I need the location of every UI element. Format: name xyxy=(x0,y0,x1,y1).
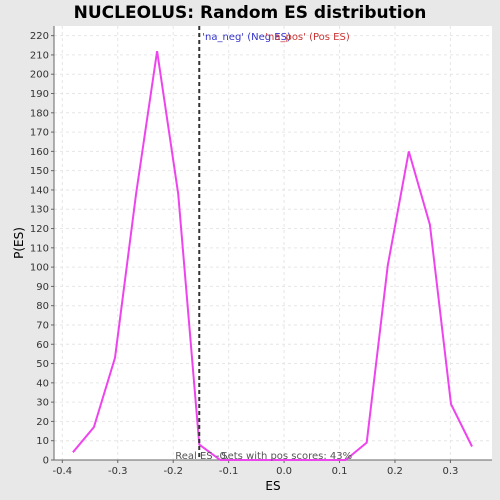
y-tick-label: 60 xyxy=(36,340,49,351)
y-tick-label: 140 xyxy=(30,185,49,196)
chart-title: NUCLEOLUS: Random ES distribution xyxy=(74,3,427,23)
y-tick-label: 180 xyxy=(30,108,49,119)
y-tick-label: 150 xyxy=(30,166,49,177)
y-axis-label: P(ES) xyxy=(12,227,26,259)
y-tick-label: 110 xyxy=(30,243,49,254)
y-tick-label: 10 xyxy=(36,436,49,447)
y-tick-label: 40 xyxy=(36,378,49,389)
x-tick-label: 0.0 xyxy=(276,466,292,477)
y-tick-label: 160 xyxy=(30,147,49,158)
x-tick-label: 0.2 xyxy=(387,466,403,477)
x-tick-label: -0.2 xyxy=(163,466,183,477)
plot-area xyxy=(54,26,492,460)
y-tick-label: 50 xyxy=(36,359,49,370)
x-tick-label: 0.1 xyxy=(332,466,348,477)
y-tick-label: 30 xyxy=(36,398,49,409)
es-distribution-line xyxy=(72,50,473,461)
y-tick-label: 130 xyxy=(30,205,49,216)
x-tick-label: 0.3 xyxy=(442,466,458,477)
legend-pos-label: 'na_pos' (Pos ES) xyxy=(265,32,350,43)
ticks: 0 10 20 30 40 50 60 70 80 90 100 110 120 130 140 150 160… xyxy=(30,31,458,477)
gridlines xyxy=(54,26,492,461)
pos-scores-annotation: Sets with pos scores: 43% xyxy=(221,451,352,462)
y-tick-label: 100 xyxy=(30,263,49,274)
y-tick-label: 80 xyxy=(36,301,49,312)
y-tick-label: 190 xyxy=(30,89,49,100)
x-tick-label: -0.4 xyxy=(53,466,73,477)
x-axis-label: ES xyxy=(265,479,280,493)
y-tick-label: 0 xyxy=(43,456,49,467)
real-es-annotation: Real ES -0. xyxy=(175,451,229,462)
y-tick-label: 90 xyxy=(36,282,49,293)
y-tick-label: 120 xyxy=(30,224,49,235)
x-tick-label: -0.1 xyxy=(219,466,239,477)
y-tick-label: 20 xyxy=(36,417,49,428)
y-tick-label: 70 xyxy=(36,320,49,331)
x-tick-label: -0.3 xyxy=(108,466,128,477)
y-tick-label: 200 xyxy=(30,70,49,81)
legend-neg-label: 'na_neg' (Neg ES) xyxy=(202,32,291,43)
y-tick-label: 220 xyxy=(30,31,49,42)
y-tick-label: 170 xyxy=(30,128,49,139)
y-tick-label: 210 xyxy=(30,50,49,61)
